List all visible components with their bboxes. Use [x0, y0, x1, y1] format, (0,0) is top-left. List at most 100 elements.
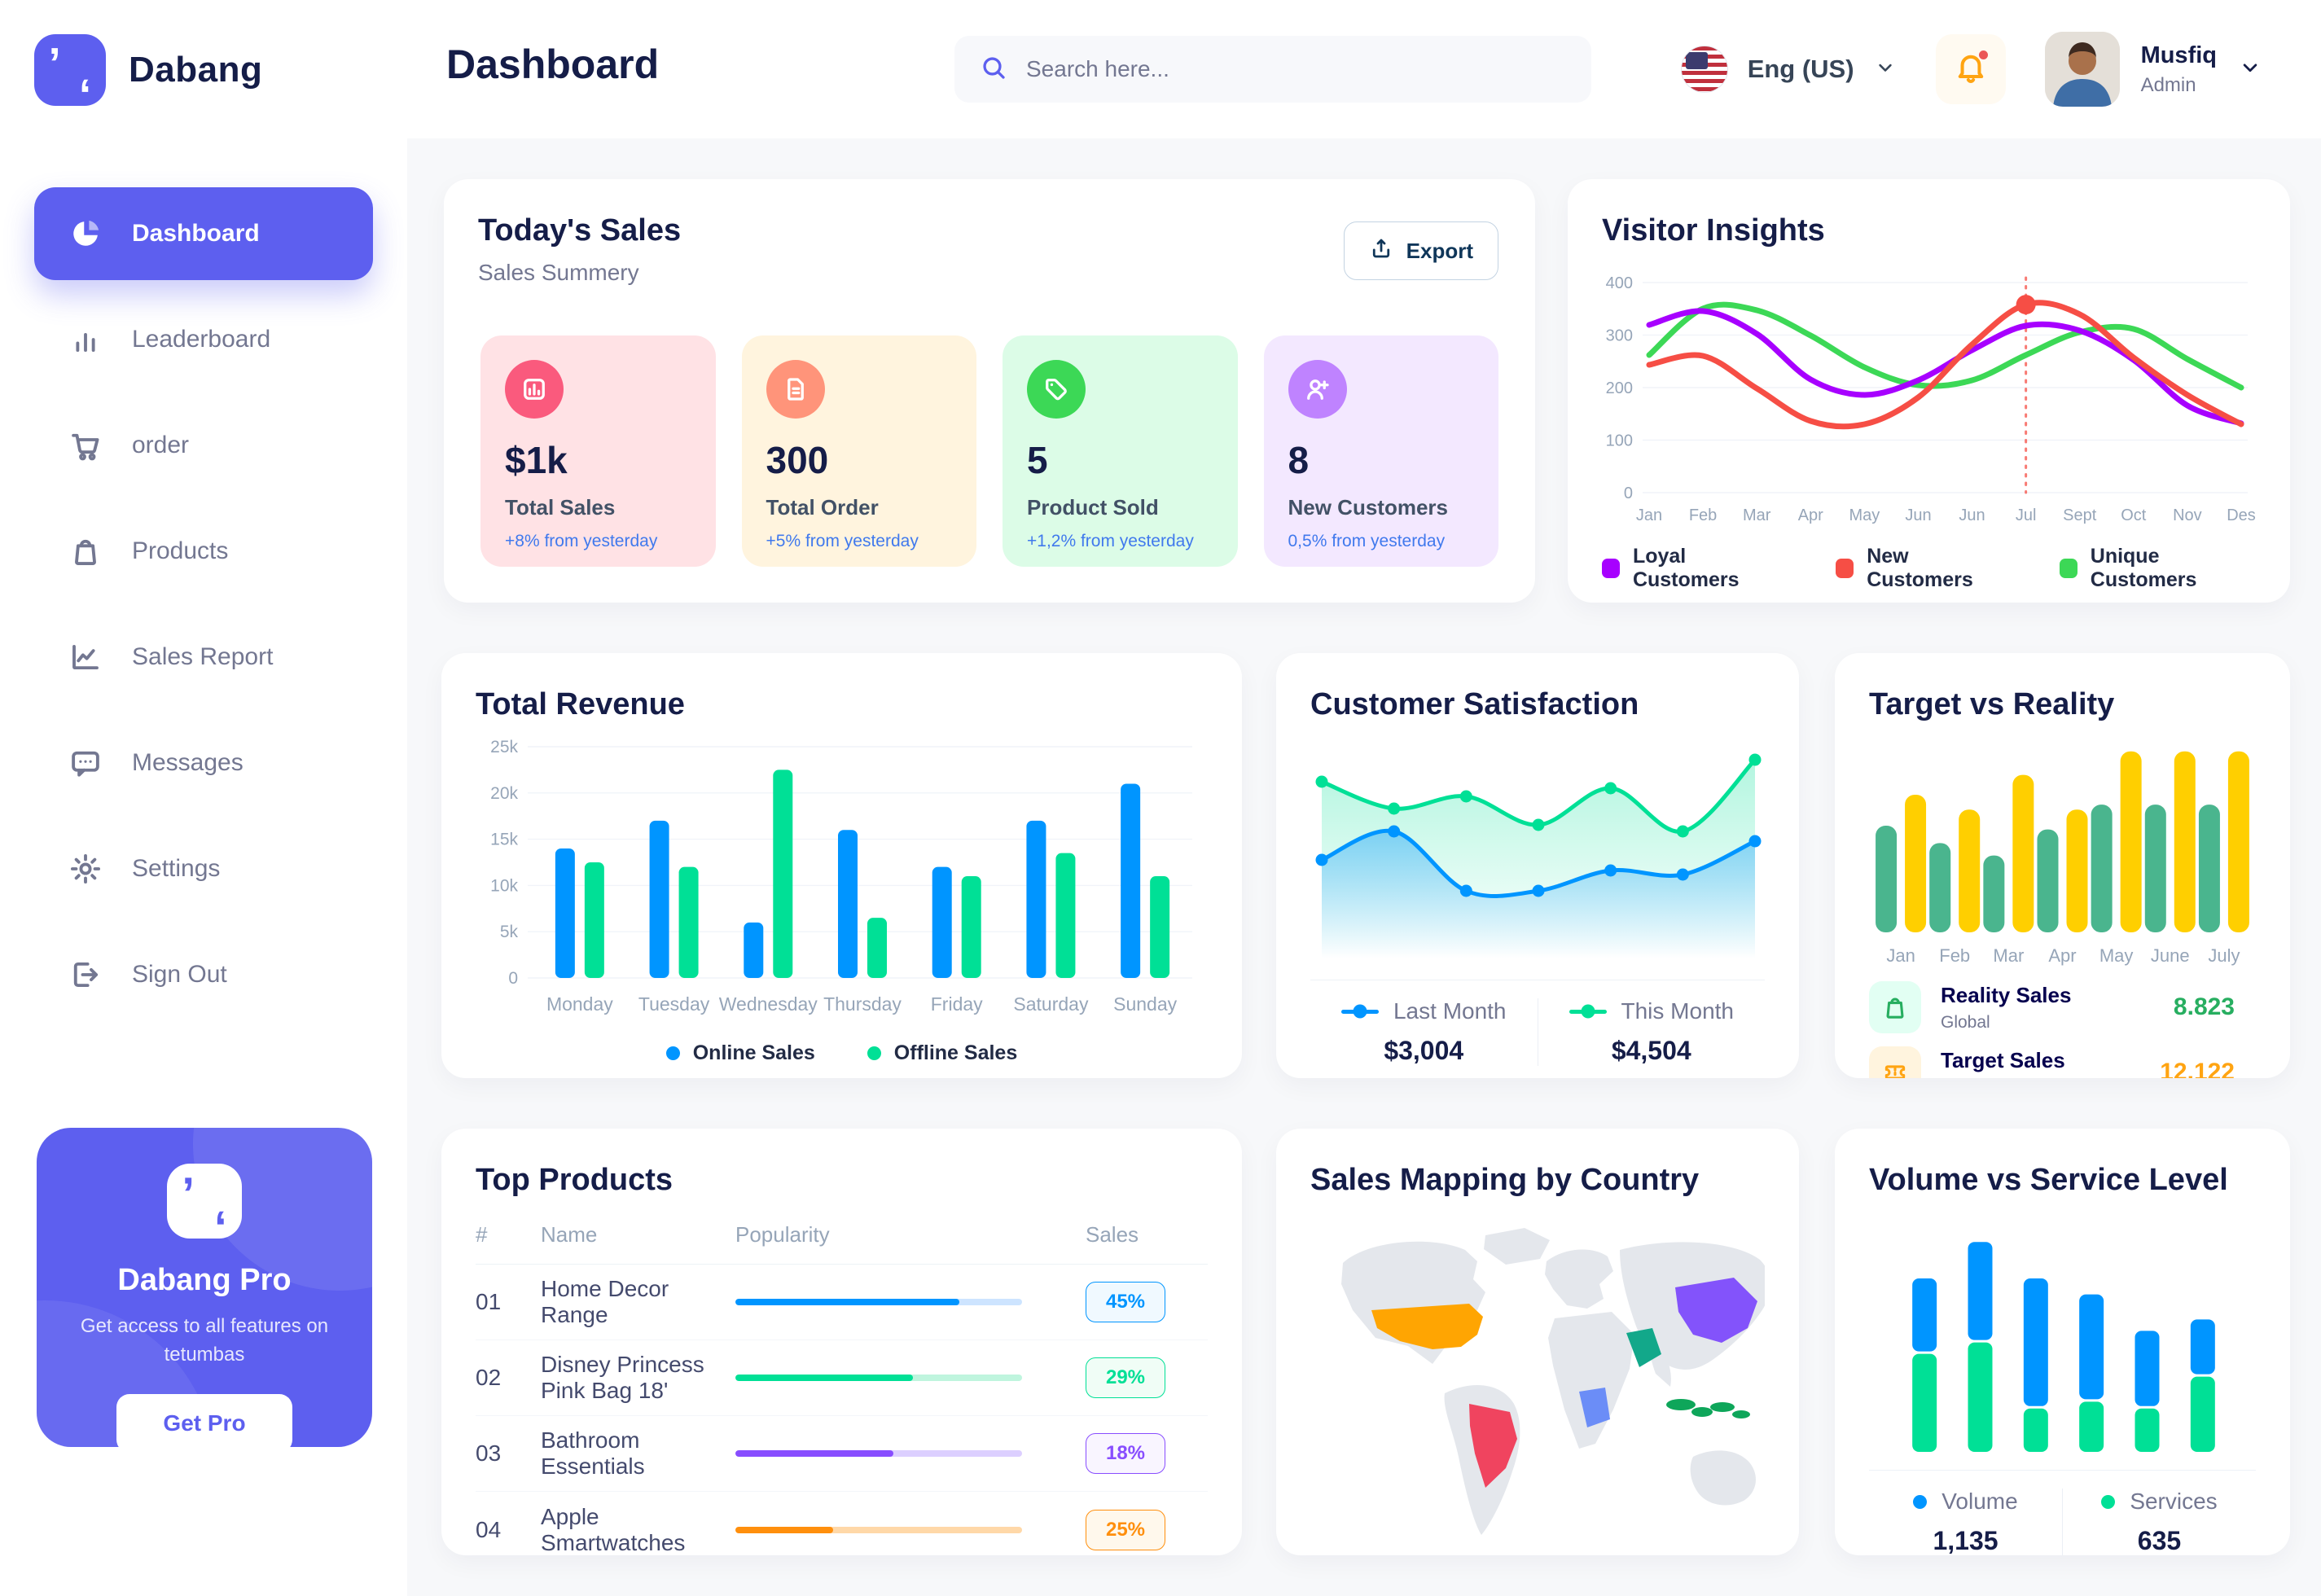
legend-swatch — [2101, 1494, 2116, 1509]
search-box[interactable] — [954, 36, 1591, 103]
svg-text:Saturday: Saturday — [1013, 993, 1089, 1015]
legend-value: 1,135 — [1933, 1526, 1999, 1555]
card-title: Visitor Insights — [1602, 213, 1825, 248]
legend-item-new-customers: New Customers — [1836, 545, 2007, 592]
pie-chart-icon — [68, 217, 103, 251]
column-header-name: Name — [541, 1222, 598, 1247]
product-name: Apple Smartwatches — [541, 1503, 686, 1555]
legend-item-target-sales: Target SalesCommercial 12.122 — [1869, 1046, 2256, 1078]
legend-item-reality-sales: Reality Sales Global 8.823 — [1869, 981, 2256, 1033]
export-button[interactable]: Export — [1343, 221, 1498, 280]
mini-bars-icon — [505, 360, 564, 419]
language-selector[interactable]: Eng (US) — [1680, 46, 1897, 93]
user-menu[interactable]: Musfiq Admin — [2044, 32, 2262, 107]
card-subtitle: Sales Summery — [478, 260, 639, 285]
visitor-insights-chart: 0 100 200 300 400 Jan Feb Mar Apr May Jun Jun Jul Sep… — [1606, 274, 2256, 524]
brand-name: Dabang — [129, 50, 263, 90]
svg-text:June: June — [2151, 945, 2190, 966]
svg-text:Monday: Monday — [546, 993, 613, 1015]
card-title: Volume vs Service Level — [1869, 1163, 2228, 1197]
country-china — [1675, 1278, 1757, 1343]
svg-text:300: 300 — [1606, 327, 1633, 345]
search-icon — [979, 53, 1008, 86]
svg-text:Friday: Friday — [931, 993, 983, 1015]
sidebar-item-messages[interactable]: Messages — [34, 717, 373, 809]
volume-service-legend: Volume 1,135 Services 635 — [1869, 1489, 2256, 1555]
legend-label: Volume — [1941, 1489, 2018, 1514]
sidebar-item-leaderboard[interactable]: Leaderboard — [34, 293, 373, 386]
world-map — [1341, 1228, 1765, 1535]
card-title: Customer Satisfaction — [1310, 687, 1639, 721]
card-title: Total Revenue — [476, 687, 685, 721]
line-chart-icon — [68, 640, 103, 674]
product-rank: 03 — [476, 1440, 502, 1466]
country-saudi — [1626, 1328, 1661, 1367]
today-sales-stats: $1k Total Sales +8% from yesterday 300 Total… — [480, 335, 1498, 567]
legend-label: Online Sales — [692, 1041, 815, 1064]
divider — [1869, 1470, 2256, 1471]
brand-logo-icon: ’’ — [34, 34, 106, 106]
legend-item-unique-customers: Unique Customers — [2059, 545, 2256, 592]
sidebar-item-label: Leaderboard — [132, 326, 271, 353]
volume-service-chart — [1912, 1242, 2215, 1452]
total-revenue-chart: 0 5k 10k 15k 20k 25k Monday Tuesday Wednesday Thu… — [490, 738, 1192, 1015]
pro-card-title: Dabang Pro — [117, 1263, 292, 1297]
sidebar-item-dashboard[interactable]: Dashboard — [34, 187, 373, 280]
sales-badge: 29% — [1086, 1357, 1165, 1398]
card-title: Target vs Reality — [1869, 687, 2115, 721]
legend-value: 12.122 — [2160, 1059, 2235, 1078]
bell-icon — [1953, 50, 1989, 90]
sidebar-item-sales-report[interactable]: Sales Report — [34, 611, 373, 704]
search-input[interactable] — [1026, 56, 1567, 82]
legend-swatch — [2059, 559, 2077, 578]
legend-item-services: Services 635 — [2062, 1489, 2256, 1555]
legend-swatch — [1913, 1494, 1928, 1509]
sidebar-item-label: Dashboard — [132, 220, 260, 247]
sidebar-item-settings[interactable]: Settings — [34, 822, 373, 915]
stat-delta: +5% from yesterday — [766, 532, 919, 550]
stat-label: Product Sold — [1027, 495, 1159, 520]
stat-value: 8 — [1288, 439, 1310, 481]
legend-value: $4,504 — [1611, 1036, 1691, 1065]
svg-text:0: 0 — [508, 969, 518, 988]
legend-item-last-month: Last Month $3,004 — [1310, 998, 1538, 1066]
stat-label: Total Order — [766, 495, 879, 520]
page-title: Dashboard — [446, 42, 660, 87]
sales-badge: 45% — [1086, 1282, 1165, 1322]
notifications-button[interactable] — [1935, 34, 2006, 104]
sidebar-item-products[interactable]: Products — [34, 505, 373, 598]
pro-card: ’’ Dabang Pro Get access to all features… — [37, 1128, 372, 1447]
card-title: Top Products — [476, 1163, 673, 1197]
country-usa — [1371, 1304, 1483, 1349]
svg-text:July: July — [2208, 945, 2240, 966]
column-header--: # — [476, 1222, 488, 1247]
get-pro-button[interactable]: Get Pro — [116, 1393, 292, 1447]
stat-delta: 0,5% from yesterday — [1288, 532, 1446, 550]
gear-icon — [68, 852, 103, 886]
svg-text:400: 400 — [1606, 274, 1633, 292]
popularity-bar — [735, 1299, 1022, 1305]
svg-text:Mar: Mar — [1743, 506, 1771, 524]
svg-text:Tuesday: Tuesday — [638, 993, 710, 1015]
legend-swatch — [1569, 1004, 1607, 1019]
target-vs-reality-card: Target vs Reality Jan Feb Mar Apr May June Jul… — [1835, 653, 2290, 1078]
sidebar-item-sign-out[interactable]: Sign Out — [34, 928, 373, 1021]
legend-item-loyal-customers: Loyal Customers — [1602, 545, 1784, 592]
svg-text:Sunday: Sunday — [1113, 993, 1178, 1015]
dabang-pro-logo-icon: ’’ — [167, 1164, 242, 1239]
sidebar-item-label: Sign Out — [132, 961, 227, 988]
product-rank: 02 — [476, 1365, 502, 1390]
sidebar-item-label: Settings — [132, 855, 221, 882]
legend-text: Target SalesCommercial — [1941, 1047, 2065, 1079]
map-continents — [1341, 1228, 1765, 1535]
stat-label: Total Sales — [505, 495, 616, 520]
svg-text:Jan: Jan — [1636, 506, 1662, 524]
sales-badge: 25% — [1086, 1509, 1165, 1550]
table-row: 02 Disney Princess Pink Bag 18' 29% — [476, 1340, 1208, 1416]
svg-text:20k: 20k — [490, 784, 518, 803]
svg-text:25k: 25k — [490, 738, 518, 756]
sidebar-item-order[interactable]: order — [34, 399, 373, 492]
card-title: Today's Sales — [478, 213, 682, 248]
svg-text:Des: Des — [2227, 506, 2256, 524]
